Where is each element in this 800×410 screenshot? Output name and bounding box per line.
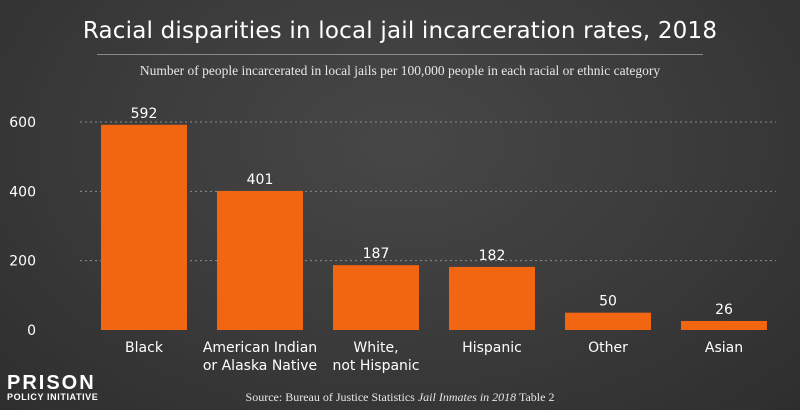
source-suffix: Table 2: [516, 390, 555, 404]
category-label: Hispanic: [462, 340, 522, 356]
bar: [333, 265, 419, 330]
chart-subtitle: Number of people incarcerated in local j…: [139, 63, 661, 78]
bar: [681, 320, 767, 330]
category-label: American Indian: [203, 340, 317, 356]
category-label: Asian: [705, 340, 743, 356]
category-label: or Alaska Native: [203, 358, 317, 374]
y-tick-label-200: 200: [9, 254, 36, 270]
title-divider: [97, 54, 703, 55]
y-axis-ticks: 0 200 400 600: [9, 115, 36, 339]
bar: [565, 312, 651, 330]
source-note: Source: Bureau of Justice Statistics Jai…: [0, 390, 800, 405]
bar: [217, 190, 303, 330]
value-labels: 592 401 187 182 50 26: [131, 106, 733, 318]
source-title: Jail Inmates in 2018: [417, 390, 517, 404]
bar-value-label: 182: [479, 248, 506, 264]
logo-line-2: POLICY INITIATIVE: [7, 392, 99, 402]
bar: [449, 266, 535, 330]
category-label: Black: [125, 340, 164, 356]
category-labels: Black American Indian or Alaska Native Whit…: [125, 340, 743, 374]
bar: [101, 124, 187, 330]
source-prefix: Source: Bureau of Justice Statistics: [245, 390, 418, 404]
prison-policy-initiative-logo: PRISON POLICY INITIATIVE: [7, 372, 99, 403]
category-label: White,: [353, 340, 398, 356]
bars: [101, 124, 767, 330]
bar-value-label: 26: [715, 302, 733, 318]
y-tick-label-600: 600: [9, 115, 36, 131]
logo-line-1: PRISON: [7, 372, 96, 394]
y-tick-label-400: 400: [9, 184, 36, 200]
category-label: Other: [588, 340, 628, 356]
category-label: not Hispanic: [332, 358, 419, 374]
chart-title: Racial disparities in local jail incarce…: [82, 18, 718, 44]
bar-value-label: 187: [363, 246, 390, 262]
y-tick-label-0: 0: [27, 323, 36, 339]
bar-value-label: 401: [247, 172, 274, 188]
bar-value-label: 592: [131, 106, 158, 122]
gridlines: [80, 121, 776, 262]
bar-value-label: 50: [599, 294, 617, 310]
